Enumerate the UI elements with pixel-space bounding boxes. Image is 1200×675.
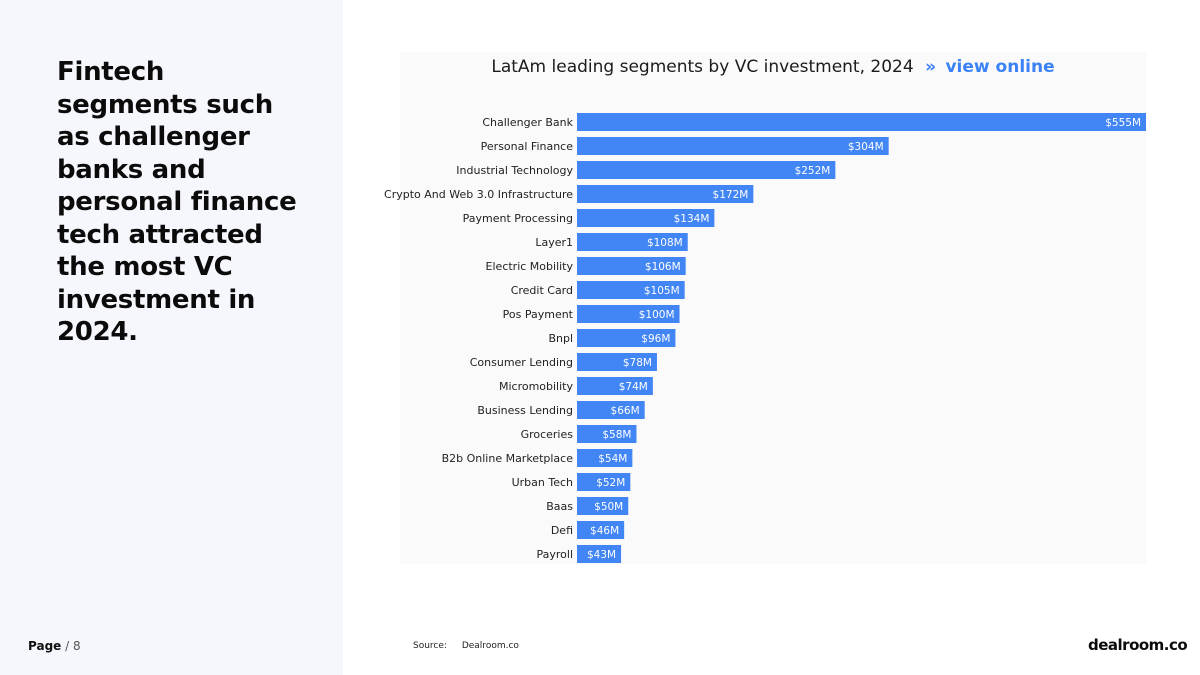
- value-label-1: $304M: [848, 141, 884, 153]
- category-label-15: Urban Tech: [512, 476, 573, 489]
- category-label-5: Layer1: [535, 236, 573, 249]
- category-label-2: Industrial Technology: [456, 164, 573, 177]
- category-label-8: Pos Payment: [503, 308, 574, 321]
- category-label-4: Payment Processing: [463, 212, 573, 225]
- value-label-11: $74M: [619, 381, 648, 393]
- page-label: Page: [28, 639, 62, 653]
- category-label-17: Defi: [551, 524, 573, 537]
- bar-17: [577, 521, 625, 539]
- chart-title-text: LatAm leading segments by VC investment,…: [491, 57, 914, 77]
- category-label-9: Bnpl: [548, 332, 573, 345]
- category-label-7: Credit Card: [511, 284, 573, 297]
- value-label-14: $54M: [598, 453, 627, 465]
- category-label-1: Personal Finance: [481, 140, 574, 153]
- category-label-3: Crypto And Web 3.0 Infrastructure: [384, 188, 573, 201]
- value-label-16: $50M: [594, 501, 623, 513]
- bar-9: [577, 329, 676, 347]
- category-label-16: Baas: [546, 500, 573, 513]
- bar-7: [577, 281, 685, 299]
- headline: Fintech segments such as challenger bank…: [57, 57, 297, 347]
- view-online-link[interactable]: view online: [945, 57, 1055, 77]
- dealroom-logo: dealroom.co: [1088, 636, 1188, 654]
- bar-5: [577, 233, 688, 251]
- value-label-12: $66M: [611, 405, 640, 417]
- bar-4: [577, 209, 715, 227]
- source-value: Dealroom.co: [461, 641, 519, 651]
- left-panel: Fintech segments such as challenger bank…: [0, 0, 343, 675]
- value-label-6: $106M: [645, 261, 681, 273]
- chart-title: LatAm leading segments by VC investment,…: [400, 57, 1146, 81]
- category-label-14: B2b Online Marketplace: [442, 452, 574, 465]
- category-label-12: Business Lending: [477, 404, 573, 417]
- value-label-18: $43M: [587, 549, 616, 561]
- bar-6: [577, 257, 686, 275]
- category-label-10: Consumer Lending: [470, 356, 573, 369]
- bar-10: [577, 353, 657, 371]
- bar-12: [577, 401, 645, 419]
- value-label-17: $46M: [590, 525, 619, 537]
- page-separator: /: [65, 639, 70, 653]
- bar-2: [577, 161, 836, 179]
- value-label-15: $52M: [596, 477, 625, 489]
- bar-15: [577, 473, 631, 491]
- value-label-10: $78M: [623, 357, 652, 369]
- value-label-13: $58M: [602, 429, 631, 441]
- category-label-0: Challenger Bank: [482, 116, 573, 129]
- category-label-6: Electric Mobility: [486, 260, 574, 273]
- bar-13: [577, 425, 637, 443]
- bar-1: [577, 137, 889, 155]
- bar-16: [577, 497, 629, 515]
- value-label-5: $108M: [647, 237, 683, 249]
- bar-11: [577, 377, 653, 395]
- page-indicator: Page / 8: [28, 639, 81, 653]
- value-label-9: $96M: [641, 333, 670, 345]
- value-label-0: $555M: [1105, 117, 1141, 129]
- source-note: Source: Dealroom.co: [413, 641, 519, 651]
- source-label: Source:: [413, 641, 447, 651]
- page-number: 8: [73, 639, 81, 653]
- category-label-13: Groceries: [521, 428, 574, 441]
- value-label-4: $134M: [674, 213, 710, 225]
- category-label-18: Payroll: [536, 548, 573, 561]
- double-chevron-right-icon: »: [925, 57, 937, 77]
- value-label-7: $105M: [644, 285, 680, 297]
- category-label-11: Micromobility: [499, 380, 574, 393]
- value-label-8: $100M: [639, 309, 675, 321]
- bar-14: [577, 449, 633, 467]
- bar-3: [577, 185, 754, 203]
- bar-18: [577, 545, 622, 563]
- value-label-2: $252M: [795, 165, 831, 177]
- value-label-3: $172M: [713, 189, 749, 201]
- bar-0: [577, 113, 1146, 131]
- bar-8: [577, 305, 680, 323]
